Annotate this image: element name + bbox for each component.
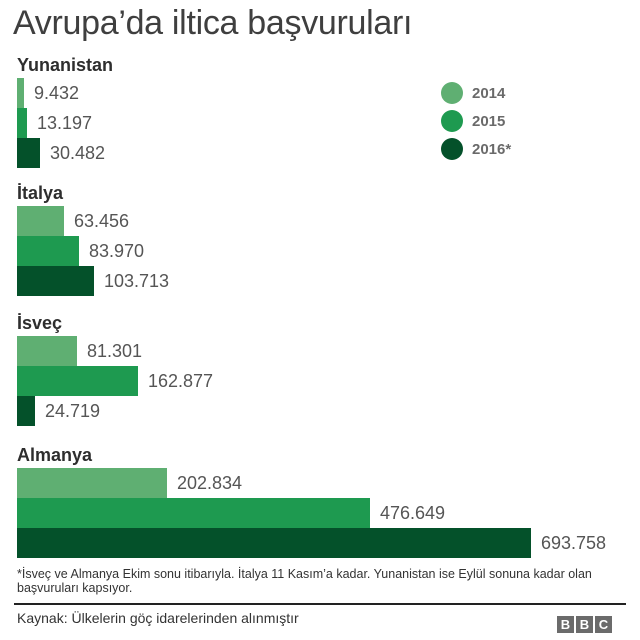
value-label: 202.834 — [177, 473, 243, 493]
logo-letter: B — [576, 616, 593, 633]
bbc-logo: B B C — [557, 616, 612, 633]
value-label: 63.456 — [74, 211, 130, 231]
value-label: 24.719 — [45, 401, 101, 421]
logo-letter: B — [557, 616, 574, 633]
value-label: 162.877 — [148, 371, 214, 391]
legend-item-2016: 2016* — [441, 135, 511, 163]
legend-dot-icon — [441, 82, 463, 104]
legend: 2014 2015 2016* — [441, 79, 511, 163]
legend-dot-icon — [441, 138, 463, 160]
bar — [17, 336, 77, 366]
bar — [17, 396, 35, 426]
value-label: 693.758 — [541, 533, 607, 553]
legend-item-2014: 2014 — [441, 79, 511, 107]
bar — [17, 206, 64, 236]
value-label: 476.649 — [380, 503, 446, 523]
bar — [17, 498, 370, 528]
bar — [17, 468, 167, 498]
group-label: Yunanistan — [17, 55, 114, 75]
legend-dot-icon — [441, 110, 463, 132]
bar — [17, 138, 40, 168]
bar — [17, 78, 24, 108]
group-label: Almanya — [17, 445, 93, 465]
value-label: 83.970 — [89, 241, 145, 261]
bar — [17, 528, 531, 558]
source-text: Kaynak: Ülkelerin göç idarelerinden alın… — [17, 610, 299, 626]
bar — [17, 366, 138, 396]
footnote: *İsveç ve Almanya Ekim sonu itibarıyla. … — [17, 567, 592, 595]
legend-label: 2015 — [472, 112, 506, 130]
chart-title: Avrupa’da iltica başvuruları — [13, 4, 413, 42]
logo-letter: C — [595, 616, 612, 633]
value-label: 81.301 — [87, 341, 143, 361]
group-label: İsveç — [17, 313, 63, 333]
value-label: 30.482 — [50, 143, 106, 163]
legend-label: 2014 — [472, 84, 506, 102]
legend-item-2015: 2015 — [441, 107, 511, 135]
divider — [14, 603, 626, 605]
group-label: İtalya — [17, 183, 64, 203]
bar — [17, 236, 79, 266]
value-label: 103.713 — [104, 271, 170, 291]
value-label: 9.432 — [34, 83, 80, 103]
bar — [17, 108, 27, 138]
value-label: 13.197 — [37, 113, 93, 133]
legend-label: 2016* — [472, 140, 512, 158]
bar — [17, 266, 94, 296]
